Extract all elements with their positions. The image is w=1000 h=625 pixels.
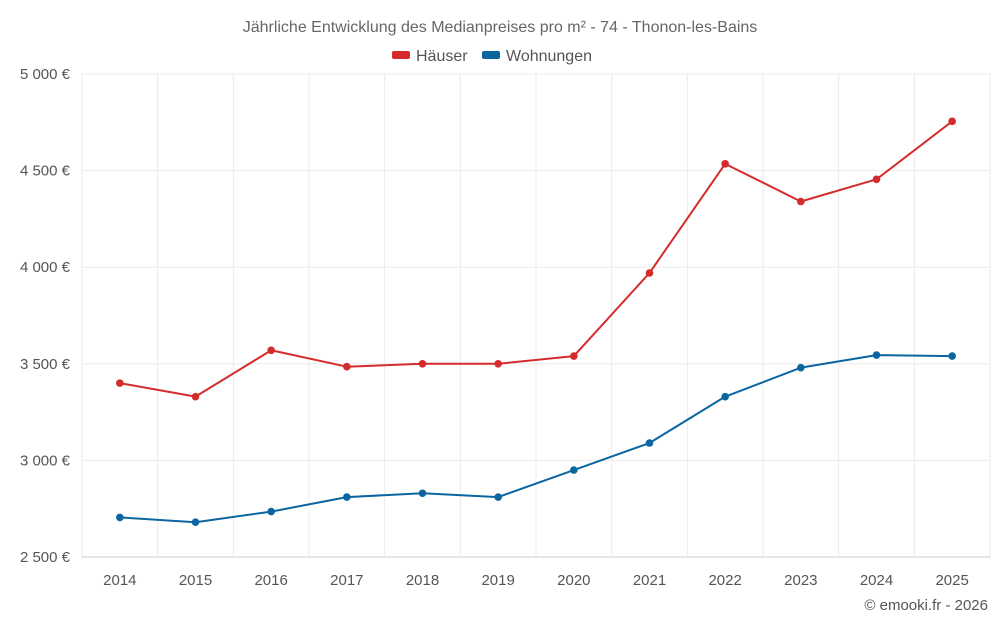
data-point[interactable] (494, 360, 502, 368)
x-tick-label: 2017 (330, 572, 363, 589)
data-point[interactable] (191, 392, 200, 401)
data-point[interactable] (418, 360, 427, 368)
x-axis: 2014 2015 2016 2017 2018 2019 2020 2021 2022 2023… (103, 572, 969, 589)
data-point[interactable] (948, 352, 956, 360)
series-line (119, 120, 953, 398)
x-tick-label: 2022 (708, 572, 741, 589)
data-point[interactable] (116, 513, 124, 522)
data-point[interactable] (948, 117, 956, 126)
legend-item-wohnungen[interactable]: Wohnungen (482, 48, 592, 65)
data-point[interactable] (645, 439, 654, 447)
x-tick-label: 2014 (103, 572, 136, 589)
y-tick-label: 4 000 € (20, 259, 71, 276)
legend-item-haeuser[interactable]: Häuser (392, 48, 468, 65)
series-layer (116, 117, 956, 527)
data-point[interactable] (267, 346, 275, 355)
x-tick-label: 2018 (406, 572, 439, 589)
data-point[interactable] (267, 507, 275, 516)
data-point[interactable] (343, 493, 351, 501)
legend-label: Häuser (416, 48, 468, 65)
y-axis: 2 500 € 3 000 € 3 500 € 4 000 € 4 500 € 5 000… (20, 66, 71, 566)
x-tick-label: 2016 (254, 572, 287, 589)
series-haeuser (116, 117, 956, 401)
data-point[interactable] (570, 466, 578, 474)
series-wohnungen (116, 351, 956, 527)
x-tick-label: 2019 (481, 572, 514, 589)
x-tick-label: 2015 (179, 572, 212, 589)
data-point[interactable] (797, 197, 805, 206)
x-tick-label: 2024 (860, 572, 893, 589)
data-point[interactable] (872, 175, 881, 184)
x-tick-label: 2025 (935, 572, 968, 589)
credit-label: © emooki.fr - 2026 (864, 597, 988, 614)
y-tick-label: 5 000 € (20, 66, 71, 83)
series-line (119, 354, 953, 524)
legend-label: Wohnungen (506, 48, 592, 65)
data-point[interactable] (343, 362, 351, 371)
data-point[interactable] (721, 392, 729, 401)
data-point[interactable] (570, 352, 578, 360)
legend-swatch (482, 51, 500, 59)
x-tick-label: 2021 (633, 572, 666, 589)
data-point[interactable] (645, 269, 654, 277)
data-point[interactable] (418, 489, 427, 498)
y-tick-label: 2 500 € (20, 549, 71, 566)
data-point[interactable] (872, 351, 881, 359)
data-point[interactable] (116, 379, 124, 387)
data-point[interactable] (797, 363, 805, 372)
y-tick-label: 3 500 € (20, 356, 71, 373)
x-tick-label: 2023 (784, 572, 817, 589)
chart-title: Jährliche Entwicklung des Medianpreises … (243, 19, 758, 36)
x-tick-label: 2020 (557, 572, 590, 589)
data-point[interactable] (191, 518, 200, 527)
y-tick-label: 4 500 € (20, 163, 71, 180)
data-point[interactable] (721, 160, 729, 168)
legend[interactable]: Häuser Wohnungen (392, 48, 592, 65)
data-point[interactable] (494, 493, 502, 501)
legend-swatch (392, 51, 410, 59)
y-tick-label: 3 000 € (20, 452, 71, 469)
